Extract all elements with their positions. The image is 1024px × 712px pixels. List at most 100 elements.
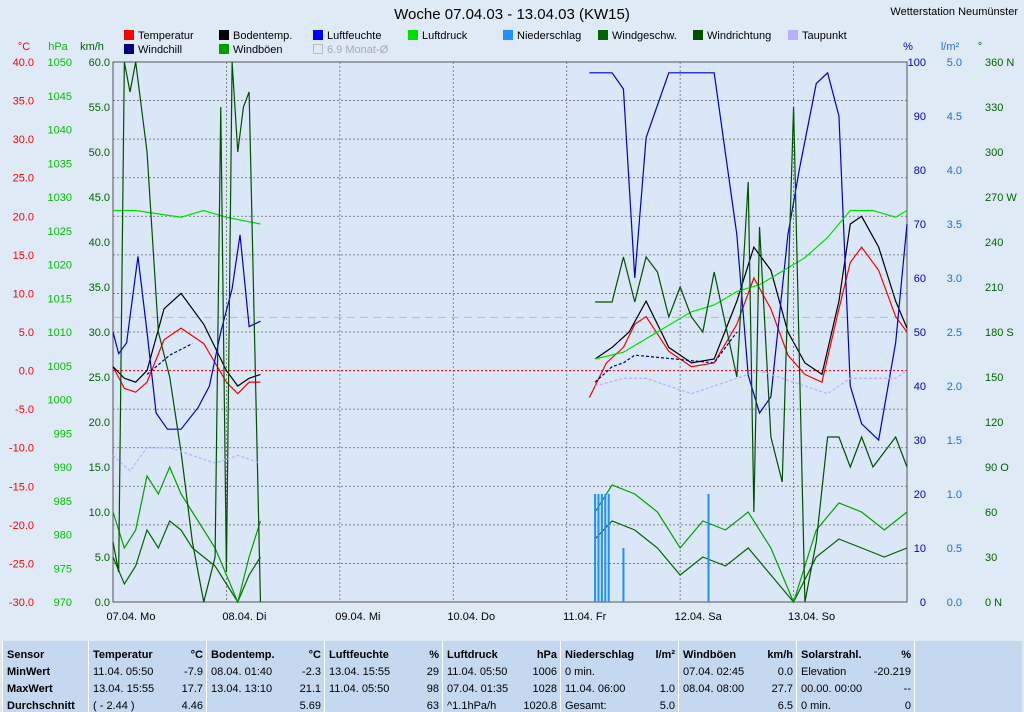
stats-column: Temperatur °C 11.04. 05:50 -7.9 13.04. 15:55… xyxy=(88,641,206,712)
legend-label: Luftdruck xyxy=(422,30,468,42)
legend-swatch xyxy=(313,30,323,40)
axis-tick-label: 10.0 xyxy=(13,288,34,300)
stats-cell: 0 xyxy=(904,700,911,712)
axis-tick-label: 0 N xyxy=(985,597,1002,609)
legend-swatch xyxy=(124,44,134,54)
stats-cell: Elevation xyxy=(801,666,847,678)
legend-item: Windchill xyxy=(124,44,182,56)
axis-tick-label: 980 xyxy=(54,530,72,542)
stats-cell: 11.04. 06:00 xyxy=(565,683,626,695)
stats-cell: Gesamt: xyxy=(565,700,607,712)
axis-tick-label: 40.0 xyxy=(89,237,110,249)
x-tick-label: 10.04. Do xyxy=(447,611,495,623)
stats-cell: km/h xyxy=(767,649,793,661)
stats-cell: -7.9 xyxy=(184,666,203,678)
stats-cell: 00.00. 00:00 xyxy=(801,683,863,695)
axis-tick-label: 0 xyxy=(920,597,926,609)
stats-cell: 1028 xyxy=(532,683,557,695)
axis-tick-label: 1005 xyxy=(48,361,72,373)
axis-tick-label: 35.0 xyxy=(89,282,110,294)
axis-unit-label: % xyxy=(903,41,913,53)
stats-cell: 5.0 xyxy=(659,700,675,712)
stats-cell: 1.0 xyxy=(659,683,675,695)
axis-tick-label: 60 xyxy=(985,507,997,519)
stats-cell: 07.04. 02:45 xyxy=(683,666,745,678)
axis-unit-label: °C xyxy=(18,41,30,53)
stats-column: Solarstrahl.% Elevation -20.219 00.00. 00:0… xyxy=(796,641,914,712)
legend-label: 6.9 Monat-Ø xyxy=(327,44,389,56)
axis-tick-label: 90 O xyxy=(985,462,1009,474)
axis-tick-label: 45.0 xyxy=(89,192,110,204)
axis-unit-label: km/h xyxy=(80,41,104,53)
axis-tick-label: 30 xyxy=(914,435,926,447)
series-line-windben xyxy=(594,484,908,604)
axis-tick-label: 3.0 xyxy=(947,273,962,285)
legend-item: Windgeschw. xyxy=(598,30,677,42)
legend-item: Taupunkt xyxy=(788,30,847,42)
stats-cell: Sensor xyxy=(7,649,45,661)
stats-cell: 21.1 xyxy=(299,683,321,695)
legend-item: Luftdruck xyxy=(408,30,467,42)
stats-cell: l/m² xyxy=(655,649,675,661)
stats-cell: 08.04. 08:00 xyxy=(683,683,745,695)
stats-cell: 63 xyxy=(426,700,439,712)
stats-cell: 0.0 xyxy=(777,666,793,678)
series-line-bodentemp xyxy=(112,292,261,387)
legend-label: Windböen xyxy=(233,44,283,56)
legend-item: Luftfeuchte xyxy=(313,30,381,42)
stats-cell: 11.04. 05:50 xyxy=(93,666,154,678)
axis-tick-label: 5.0 xyxy=(19,327,34,339)
series-line-luftdruck xyxy=(113,209,261,225)
axis-tick-label: 40 xyxy=(914,381,926,393)
axis-tick-label: 30.0 xyxy=(13,134,34,146)
axis-tick-label: 300 xyxy=(985,147,1003,159)
stats-cell: Durchschnitt xyxy=(7,700,75,712)
axis-tick-label: 120 xyxy=(985,417,1003,429)
stats-cell: °C xyxy=(190,649,203,661)
axis-tick-label: 240 xyxy=(985,237,1003,249)
series-line-temperatur xyxy=(112,327,261,395)
stats-cell: 0 min. xyxy=(565,666,595,678)
legend-label: Niederschlag xyxy=(517,30,582,42)
legend-label: Taupunkt xyxy=(802,30,847,42)
stats-cell: °C xyxy=(308,649,321,661)
axis-tick-label: 2.0 xyxy=(947,381,962,393)
axis-tick-label: 0.5 xyxy=(947,543,962,555)
axis-tick-label: 80 xyxy=(914,165,926,177)
axis-tick-label: 1.5 xyxy=(947,435,962,447)
axis-tick-label: 1050 xyxy=(48,57,72,69)
legend-swatch xyxy=(503,30,513,40)
axis-tick-label: 210 xyxy=(985,282,1003,294)
legend-label: Windgeschw. xyxy=(612,30,677,42)
axis-tick-label: -15.0 xyxy=(9,481,34,493)
axis-tick-label: 3.5 xyxy=(947,219,962,231)
x-tick-label: 11.04. Fr xyxy=(563,611,607,623)
legend-label: Temperatur xyxy=(138,30,194,42)
series-line-temperatur xyxy=(588,246,908,398)
legend-item: Bodentemp. xyxy=(219,30,292,42)
precipitation-bar xyxy=(607,494,610,602)
axis-tick-label: 90 xyxy=(914,111,926,123)
stats-column: Luftfeuchte% 13.04. 15:55 29 11.04. 05:50 98… xyxy=(324,641,442,712)
x-tick-label: 09.04. Mi xyxy=(335,611,380,623)
axis-tick-label: 1020 xyxy=(48,260,72,272)
stats-cell: 0 min. xyxy=(801,700,831,712)
axis-tick-label: 25.0 xyxy=(13,173,34,185)
stats-cell: -- xyxy=(903,683,911,695)
axis-tick-label: -5.0 xyxy=(15,404,34,416)
axis-tick-label: 995 xyxy=(54,428,72,440)
axis-tick-label: 0.0 xyxy=(95,597,110,609)
stats-cell: 6.5 xyxy=(777,700,793,712)
axis-tick-label: 1015 xyxy=(48,293,72,305)
axis-tick-label: 1025 xyxy=(48,226,72,238)
series-line-taupunkt xyxy=(112,447,261,472)
stats-cell: Solarstrahl. xyxy=(801,649,862,661)
x-tick-label: 13.04. So xyxy=(788,611,835,623)
axis-tick-label: 50 xyxy=(914,327,926,339)
axis-tick-label: 50.0 xyxy=(89,147,110,159)
axis-tick-label: 2.5 xyxy=(947,327,962,339)
station-name: Wetterstation Neumünster xyxy=(890,6,1018,18)
axis-tick-label: 55.0 xyxy=(89,102,110,114)
precipitation-bar xyxy=(594,494,597,602)
legend-label: Windchill xyxy=(138,44,183,56)
